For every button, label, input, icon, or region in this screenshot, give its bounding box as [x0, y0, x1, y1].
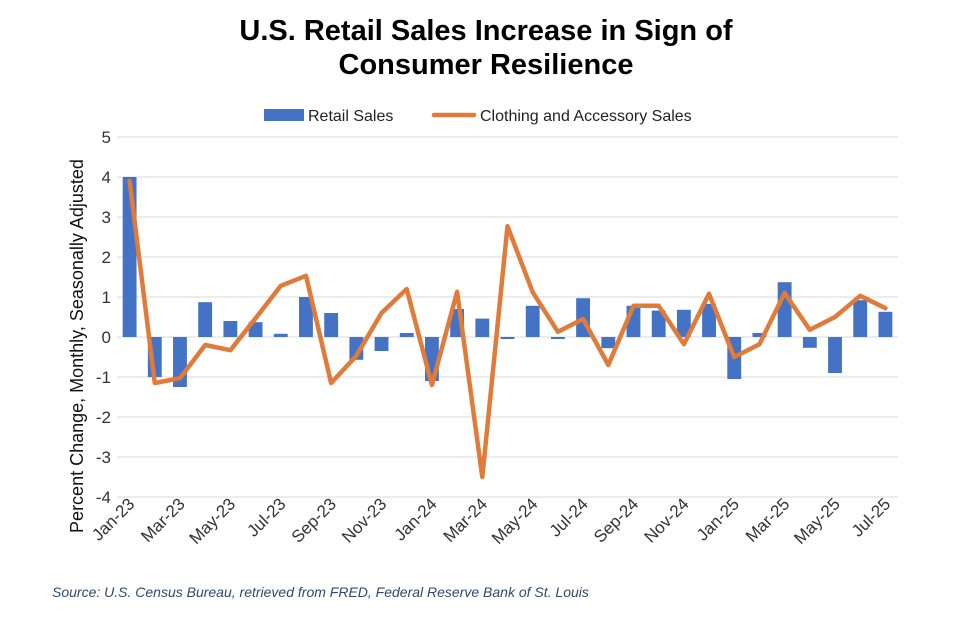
retail-sales-bar	[676, 309, 691, 337]
gridlines	[117, 136, 898, 498]
x-tick-label: Mar-23	[137, 494, 189, 546]
y-axis-ticks: 5 4 3 2 1 0 -1 -2 -3 -4	[96, 128, 111, 507]
retail-sales-bar	[777, 282, 792, 337]
y-tick-label: -4	[96, 488, 111, 507]
legend-retail-sales-swatch	[264, 109, 304, 121]
x-tick-label: May-24	[488, 494, 542, 548]
retail-sales-bar	[550, 337, 565, 339]
chart-title: U.S. Retail Sales Increase in Sign of Co…	[0, 14, 972, 82]
legend: Retail Sales Clothing and Accessory Sale…	[264, 108, 692, 125]
retail-sales-bar	[273, 333, 288, 337]
y-tick-label: 0	[102, 328, 111, 347]
retail-sales-bar	[399, 333, 414, 337]
x-tick-label: May-23	[186, 494, 240, 548]
retail-sales-bar	[122, 177, 137, 337]
x-tick-label: May-25	[790, 494, 844, 548]
x-tick-label: Jan-24	[391, 494, 441, 544]
retail-sales-bar	[324, 313, 339, 337]
x-tick-label: Jul-24	[546, 494, 592, 540]
retail-sales-bar	[601, 337, 616, 349]
retail-sales-bar	[198, 302, 213, 337]
retail-sales-bar	[223, 321, 238, 337]
clothing-sales-line	[127, 178, 888, 480]
y-tick-label: -3	[96, 448, 111, 467]
y-tick-label: 1	[102, 288, 111, 307]
chart-title-line-1: U.S. Retail Sales Increase in Sign of	[239, 15, 733, 47]
y-tick-label: 3	[102, 208, 111, 227]
y-tick-label: 4	[102, 168, 111, 187]
retail-sales-bar	[475, 318, 490, 337]
retail-sales-bar	[752, 333, 767, 337]
chart-title-line-2: Consumer Resilience	[338, 49, 634, 81]
retail-sales-bar	[802, 337, 817, 348]
source-note: Source: U.S. Census Bureau, retrieved fr…	[52, 584, 589, 600]
x-tick-label: Sep-24	[590, 494, 642, 546]
retail-sales-bar	[651, 310, 666, 337]
x-tick-label: Mar-24	[440, 494, 492, 546]
retail-sales-bar	[853, 300, 868, 337]
retail-sales-bar	[500, 337, 515, 339]
y-axis-label: Percent Change, Monthly, Seasonally Adju…	[67, 159, 87, 533]
y-tick-label: -2	[96, 408, 111, 427]
clothing-sales-line-group	[127, 178, 888, 480]
retail-sales-bar	[525, 305, 540, 337]
retail-sales-bars	[122, 177, 893, 387]
retail-sales-bar	[374, 337, 389, 351]
y-tick-label: 2	[102, 248, 111, 267]
retail-sales-bar	[299, 297, 313, 337]
y-tick-label: -1	[96, 368, 111, 387]
x-tick-label: Jul-23	[243, 494, 289, 540]
y-tick-label: 5	[102, 128, 111, 147]
retail-sales-bar	[702, 303, 716, 337]
x-tick-label: Nov-24	[640, 494, 692, 546]
retail-sales-bar	[828, 337, 842, 373]
x-tick-label: Jan-25	[693, 494, 743, 544]
retail-sales-bar	[878, 311, 893, 337]
x-tick-label: Mar-25	[742, 494, 794, 546]
legend-clothing-sales-label: Clothing and Accessory Sales	[480, 108, 692, 125]
x-tick-label: Jul-25	[848, 494, 894, 540]
x-tick-label: Nov-23	[338, 494, 390, 546]
x-tick-label: Sep-23	[288, 494, 340, 546]
legend-retail-sales-label: Retail Sales	[308, 108, 393, 125]
